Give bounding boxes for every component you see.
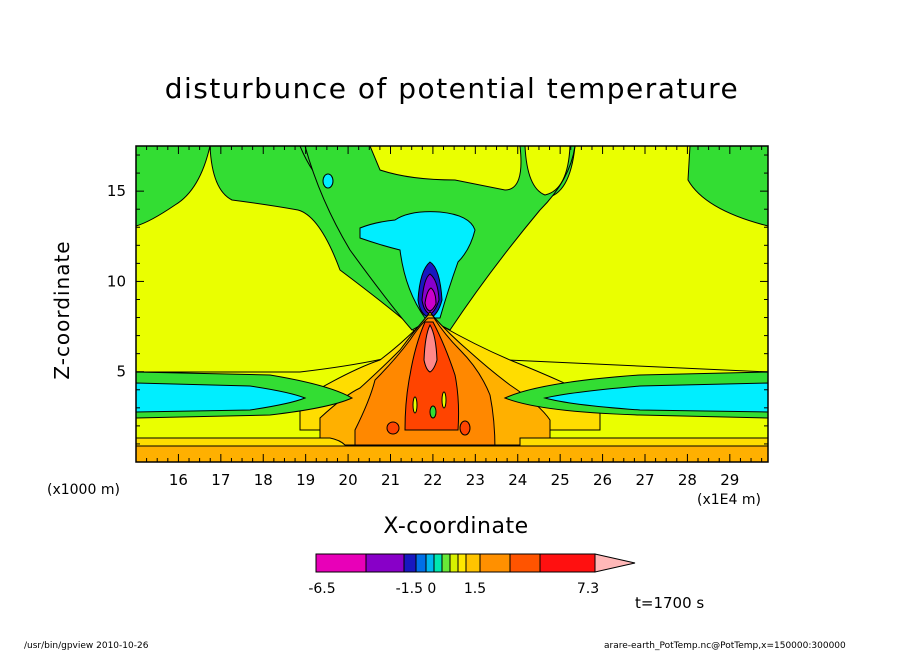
yellow-dot-core-2 <box>441 391 447 409</box>
orange-band <box>136 445 768 462</box>
colorbar-segment <box>403 553 417 573</box>
y-tick-label: 5 <box>116 363 126 381</box>
x-tick-label: 17 <box>211 471 230 489</box>
x-tick-label: 18 <box>254 471 273 489</box>
cyan-upper-region <box>359 211 476 319</box>
colorbar-segment <box>365 553 405 573</box>
colorbar-label: -1.5 0 <box>396 581 437 597</box>
x-tick-label: 25 <box>551 471 570 489</box>
x-tick-label: 27 <box>635 471 654 489</box>
colorbar-segment <box>425 553 435 573</box>
x-axis-label: X-coordinate <box>383 514 529 539</box>
colorbar-segment <box>457 553 467 573</box>
chart-title: disturbunce of potential temperature <box>164 72 740 105</box>
red-dot-right <box>459 420 471 436</box>
x-tick-label: 20 <box>339 471 358 489</box>
x-tick-label: 19 <box>296 471 315 489</box>
yellow-hole-right <box>524 146 571 196</box>
x-tick-group: 16 17 18 19 20 21 22 23 24 25 26 27 28 29 <box>135 146 763 489</box>
x-tick-label: 21 <box>381 471 400 489</box>
colorbar-segment <box>509 553 541 573</box>
colorbar-segment <box>479 553 511 573</box>
x-unit-left: (x1000 m) <box>47 482 120 498</box>
x-tick-label: 16 <box>169 471 188 489</box>
cyan-lens-left <box>136 382 307 413</box>
colorbar-segment <box>465 553 481 573</box>
footer-left: /usr/bin/gpview 2010-10-26 <box>24 641 149 651</box>
colorbar-arrow <box>594 553 636 573</box>
x-tick-label: 29 <box>720 471 739 489</box>
time-label: t=1700 s <box>635 594 705 612</box>
y-tick-label: 10 <box>107 272 126 290</box>
cyan-lens-right <box>543 382 768 413</box>
x-unit-right: (x1E4 m) <box>697 492 761 508</box>
y-tick-label: 15 <box>107 182 126 200</box>
colorbar-segment <box>315 553 367 573</box>
footer-right: arare-earth_PotTemp.nc@PotTemp,x=150000:… <box>604 641 846 651</box>
green-dot-core <box>429 405 437 419</box>
green-left-top-strip <box>136 146 211 227</box>
x-tick-label: 24 <box>508 471 527 489</box>
colorbar-label: -6.5 <box>308 581 335 597</box>
colorbar-segment <box>433 553 443 573</box>
yellow-dot-core <box>412 396 418 414</box>
cyan-small-blob <box>322 173 334 189</box>
pink-core <box>423 323 438 373</box>
colorbar-segment <box>449 553 459 573</box>
contour-fills <box>136 146 768 462</box>
colorbar: -6.5 -1.5 0 1.5 7.3 <box>308 553 636 597</box>
yellow-hole-top-center <box>369 146 522 191</box>
plot-frame <box>135 145 769 463</box>
colorbar-segment <box>539 553 596 573</box>
red-dot-left <box>386 421 400 435</box>
colorbar-segment <box>415 553 427 573</box>
colorbar-label: 1.5 <box>464 581 486 597</box>
x-tick-label: 23 <box>466 471 485 489</box>
colorbar-label: 7.3 <box>577 581 599 597</box>
y-tick-group: 5 10 15 <box>107 154 768 463</box>
colorbar-segment <box>441 553 451 573</box>
x-tick-label: 28 <box>678 471 697 489</box>
magenta-plume <box>424 287 437 312</box>
x-tick-label: 22 <box>423 471 442 489</box>
x-tick-label: 26 <box>593 471 612 489</box>
